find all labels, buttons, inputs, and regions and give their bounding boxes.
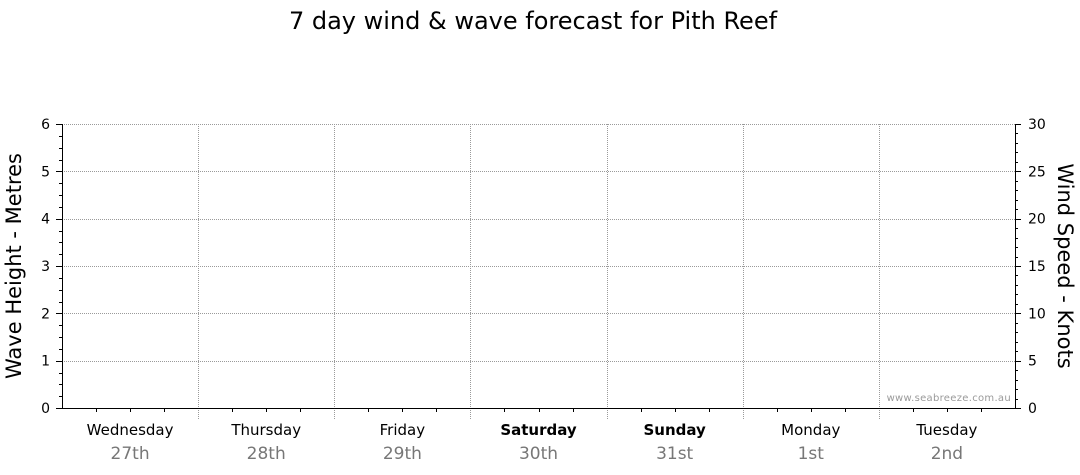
day-date-label: 31st bbox=[656, 444, 693, 464]
day-name-label: Wednesday bbox=[87, 421, 174, 439]
day-name-label: Sunday bbox=[643, 421, 706, 439]
right-tick-label: 15 bbox=[1028, 259, 1046, 275]
left-tick-label: 4 bbox=[41, 212, 50, 228]
day-labels: Wednesday 27th Thursday 28th Friday 29th Satur… bbox=[87, 421, 978, 464]
right-axis-ticks: 0 5 10 15 20 25 30 bbox=[1015, 117, 1046, 417]
left-axis-label: Wave Height - Metres bbox=[2, 153, 26, 379]
chart-title: 7 day wind & wave forecast for Pith Reef bbox=[289, 7, 778, 35]
day-date-label: 28th bbox=[247, 444, 286, 464]
left-tick-label: 6 bbox=[41, 117, 50, 133]
left-tick-label: 0 bbox=[41, 401, 50, 417]
watermark: www.seabreeze.com.au bbox=[887, 393, 1011, 404]
day-name-label: Tuesday bbox=[915, 421, 977, 439]
left-tick-label: 2 bbox=[41, 306, 50, 322]
day-date-label: 2nd bbox=[931, 444, 963, 464]
day-name-label: Thursday bbox=[230, 421, 301, 439]
left-tick-label: 1 bbox=[41, 354, 50, 370]
right-tick-label: 25 bbox=[1028, 164, 1046, 180]
right-tick-label: 0 bbox=[1028, 401, 1037, 417]
right-tick-label: 5 bbox=[1028, 354, 1037, 370]
left-tick-label: 3 bbox=[41, 259, 50, 275]
right-tick-label: 10 bbox=[1028, 306, 1046, 322]
left-tick-label: 5 bbox=[41, 164, 50, 180]
left-axis-ticks: 0 1 2 3 4 5 6 bbox=[41, 117, 62, 417]
day-date-label: 1st bbox=[798, 444, 825, 464]
right-tick-label: 30 bbox=[1028, 117, 1046, 133]
day-date-label: 29th bbox=[383, 444, 422, 464]
day-name-label: Friday bbox=[380, 421, 426, 439]
day-date-label: 30th bbox=[519, 444, 558, 464]
day-name-label: Saturday bbox=[500, 421, 577, 439]
day-date-label: 27th bbox=[111, 444, 150, 464]
right-tick-label: 20 bbox=[1028, 212, 1046, 228]
day-name-label: Monday bbox=[781, 421, 840, 439]
grid bbox=[62, 124, 1015, 420]
right-axis-label: Wind Speed - Knots bbox=[1053, 163, 1077, 368]
axes bbox=[62, 124, 1016, 412]
